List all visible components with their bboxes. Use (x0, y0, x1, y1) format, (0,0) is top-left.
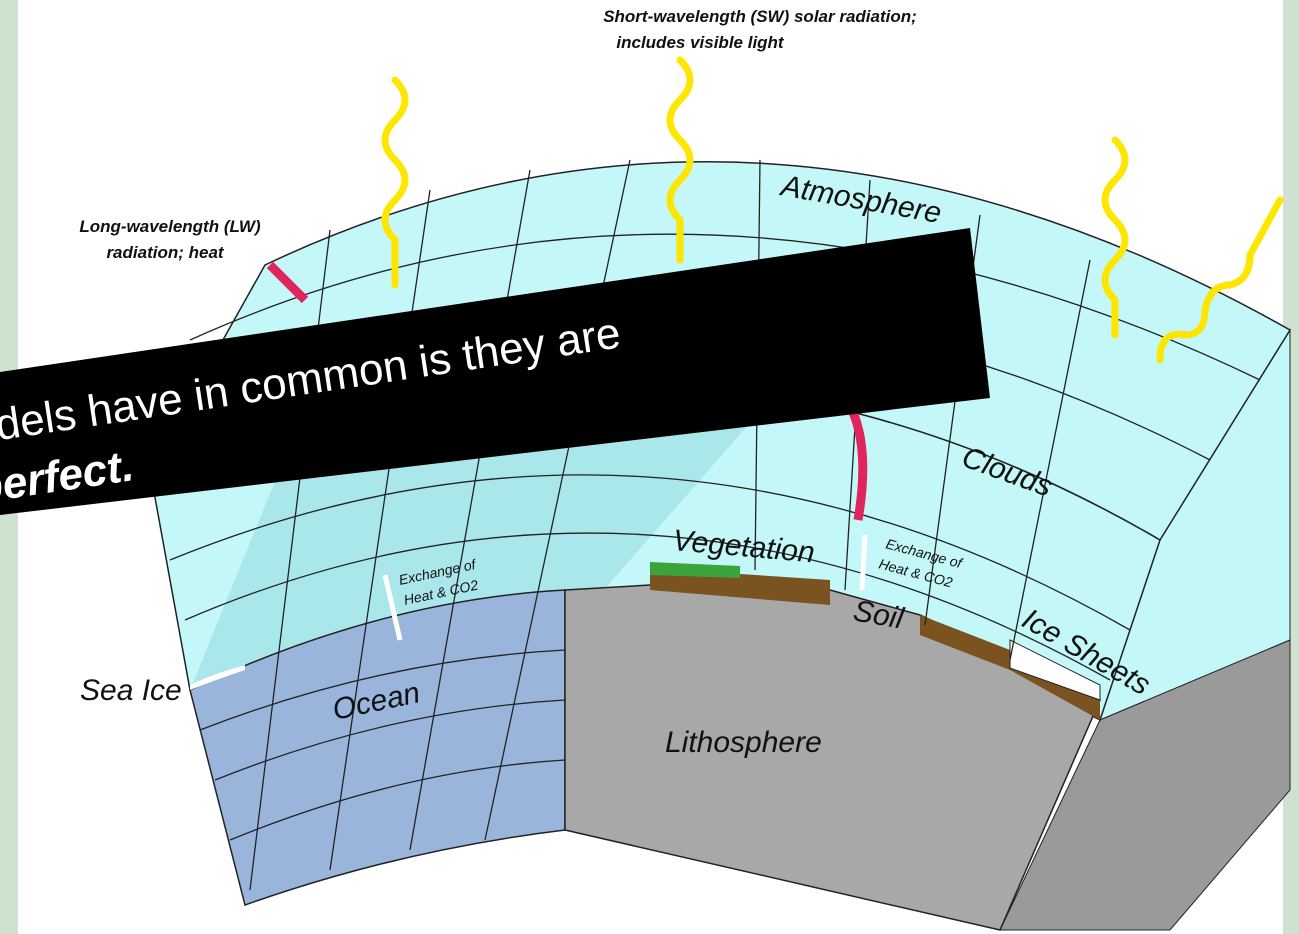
banner (0, 228, 990, 515)
exchange-arrows (382, 534, 868, 641)
lw-arrows (266, 261, 868, 521)
side-lithosphere (999, 639, 1291, 931)
sw-label: Short-wavelength (SW) solar radiation; (603, 7, 917, 26)
soil-band (650, 568, 830, 605)
sea-ice-label: Sea Ice (80, 674, 182, 707)
sea-ice (190, 665, 245, 690)
lw-label: radiation; heat (106, 243, 224, 262)
vegetation-band (650, 562, 740, 578)
lw-label: Long-wavelength (LW) (79, 217, 261, 236)
lithosphere-label: Lithosphere (665, 726, 822, 759)
sw-label: includes visible light (616, 33, 785, 52)
sw-arrows (381, 56, 1284, 364)
